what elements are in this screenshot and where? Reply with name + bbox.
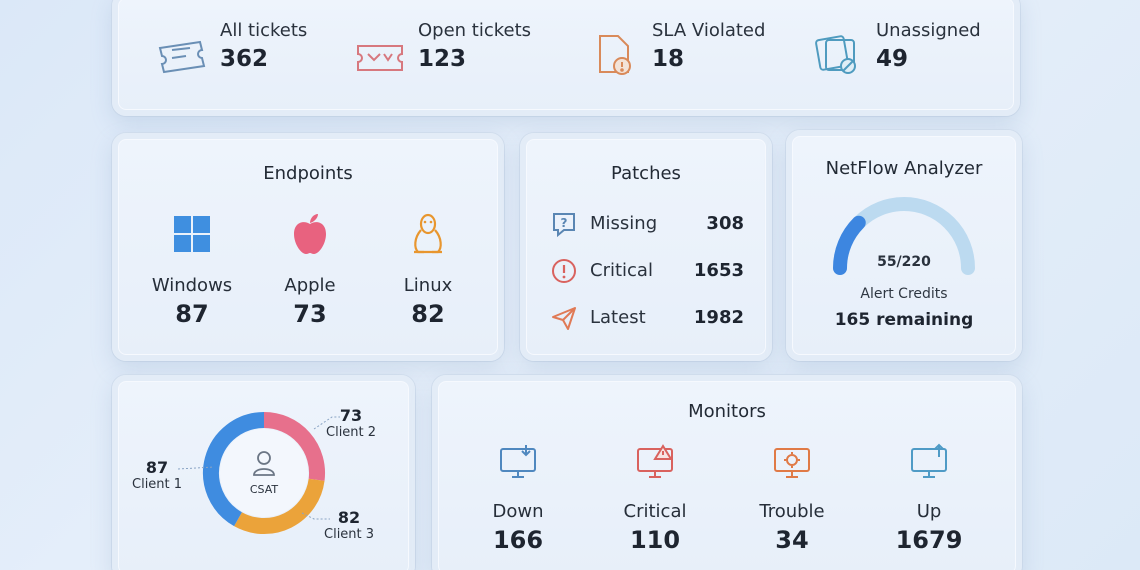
patch-value: 1653: [693, 260, 744, 281]
csat-donut: CSAT: [202, 412, 326, 535]
unassigned-icon: [815, 35, 856, 74]
unassigned-value: 49: [876, 46, 909, 72]
gauge-value-text: 55/220: [877, 254, 931, 270]
unassigned-label: Unassigned: [876, 20, 981, 41]
endpoints-card: Endpoints Windows 87 Apple 73: [112, 133, 504, 361]
client-name: Client 1: [132, 477, 183, 492]
alert-credits-label: Alert Credits: [860, 286, 948, 302]
patch-value: 1982: [693, 307, 744, 328]
endpoint-label: Windows: [151, 275, 233, 296]
csat-client-1: 87 Client 1: [132, 458, 182, 492]
sla-violated-value: 18: [652, 46, 685, 72]
segment-client-2: [263, 412, 326, 481]
apple-icon: [294, 214, 326, 254]
send-icon: [552, 307, 576, 330]
patch-value: 308: [706, 213, 744, 234]
patches-card: Patches ? Missing 308 Critical 1653 Late…: [520, 133, 772, 361]
open-tickets-label: Open tickets: [418, 20, 532, 41]
sla-violated-label: SLA Violated: [652, 20, 766, 41]
monitor-trouble-icon: [774, 448, 810, 478]
svg-text:?: ?: [561, 216, 568, 230]
endpoints-title: Endpoints: [263, 163, 353, 184]
patch-row-missing[interactable]: ? Missing 308: [550, 209, 744, 239]
monitor-label: Critical: [623, 501, 687, 522]
csat-card[interactable]: CSAT 87 Client 1 73 Client 2 82 Client 3: [112, 375, 415, 570]
csat-client-2: 73 Client 2: [326, 406, 376, 440]
client-name: Client 2: [326, 425, 377, 440]
netflow-gauge: 55/220: [833, 197, 975, 275]
endpoint-label: Apple: [284, 275, 336, 296]
endpoint-windows[interactable]: Windows 87: [132, 211, 252, 328]
endpoint-value: 87: [175, 300, 209, 328]
alert-icon: [552, 259, 576, 283]
alert-credits-value: 165 remaining: [834, 310, 974, 330]
question-icon: ?: [553, 213, 575, 238]
gauge-fill: [833, 215, 866, 275]
segment-client-3: [234, 478, 325, 535]
client-value: 87: [145, 458, 169, 477]
endpoint-value: 73: [293, 300, 327, 328]
endpoint-value: 82: [411, 300, 445, 328]
sla-document-icon: [599, 35, 631, 75]
monitor-label: Trouble: [759, 501, 825, 522]
monitor-trouble[interactable]: Trouble 34: [732, 441, 852, 554]
user-icon: [253, 451, 275, 476]
all-tickets-label: All tickets: [220, 20, 308, 41]
all-tickets-value: 362: [220, 46, 269, 72]
tickets-summary-card: All tickets 362 Open tickets 123 SLA Vio…: [112, 0, 1020, 116]
segment-client-1: [202, 412, 265, 527]
patch-row-critical[interactable]: Critical 1653: [550, 256, 744, 286]
monitor-label: Down: [492, 501, 544, 522]
patch-row-latest[interactable]: Latest 1982: [550, 303, 744, 333]
monitor-up[interactable]: Up 1679: [869, 441, 989, 554]
linux-icon: [414, 213, 442, 254]
monitor-label: Up: [916, 501, 942, 522]
client-name: Client 3: [324, 527, 375, 542]
monitor-value: 1679: [895, 526, 963, 554]
monitor-critical[interactable]: Critical 110: [595, 441, 715, 554]
endpoint-apple[interactable]: Apple 73: [250, 211, 370, 328]
patches-title: Patches: [611, 163, 681, 184]
endpoint-linux[interactable]: Linux 82: [368, 211, 488, 328]
client-value: 73: [339, 406, 363, 425]
monitor-value: 110: [629, 526, 681, 554]
patch-label: Critical: [590, 260, 653, 281]
monitor-up-icon: [911, 443, 947, 478]
patch-label: Missing: [590, 213, 658, 234]
endpoint-label: Linux: [403, 275, 453, 296]
monitor-down[interactable]: Down 166: [458, 441, 578, 554]
monitors-card: Monitors Down 166: [432, 375, 1022, 570]
client-value: 82: [337, 508, 361, 527]
monitors-title: Monitors: [688, 401, 766, 422]
csat-client-3: 82 Client 3: [324, 508, 374, 542]
open-ticket-icon: [357, 45, 403, 71]
csat-center-label: CSAT: [250, 483, 279, 496]
windows-icon: [174, 216, 210, 252]
ticket-icon: [158, 40, 206, 74]
monitor-down-icon: [500, 445, 536, 478]
csat-leader-lines: [177, 416, 340, 520]
open-tickets-value: 123: [418, 46, 467, 72]
netflow-analyzer-card[interactable]: NetFlow Analyzer 55/220 Alert Credits 16…: [786, 130, 1022, 361]
patch-label: Latest: [590, 307, 646, 328]
netflow-title: NetFlow Analyzer: [825, 158, 983, 179]
monitor-value: 34: [775, 526, 809, 554]
monitor-value: 166: [492, 526, 544, 554]
monitor-critical-icon: [637, 444, 673, 478]
